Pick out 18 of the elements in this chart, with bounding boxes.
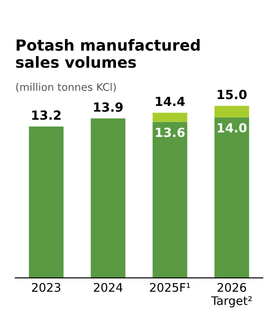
data-label: 14.0 [218,123,247,133]
bar [214,106,250,118]
x-tick-label: 2023 [32,282,60,292]
bar [152,122,188,278]
data-label: 13.6 [156,128,185,138]
bar [214,117,250,278]
bar [28,126,64,278]
x-tick-label: 2026 Target² [211,282,252,308]
x-tick-label: 2025F¹ [150,282,190,292]
total-label: 14.4 [156,96,185,106]
chart-subtitle: (million tonnes KCl) [16,82,116,92]
chart-title: Potash manufactured sales volumes [16,39,200,68]
bar [152,112,188,122]
total-label: 15.0 [218,90,247,100]
bar [90,118,126,278]
data-label: 13.9 [94,102,123,112]
x-tick-label: 2024 [94,282,122,292]
data-label: 13.2 [32,110,61,120]
